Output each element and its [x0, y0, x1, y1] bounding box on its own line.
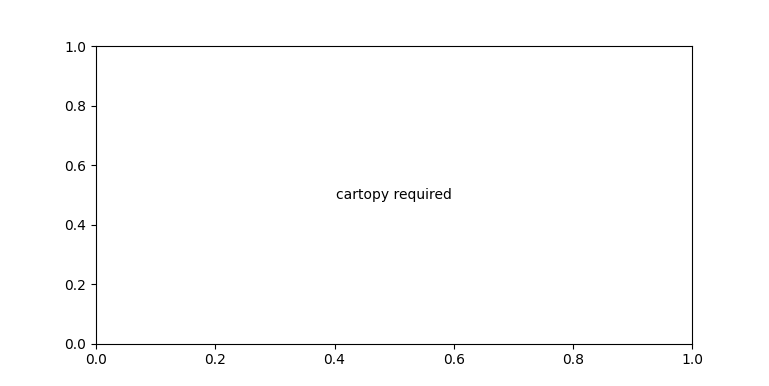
Text: cartopy required: cartopy required [336, 188, 452, 202]
